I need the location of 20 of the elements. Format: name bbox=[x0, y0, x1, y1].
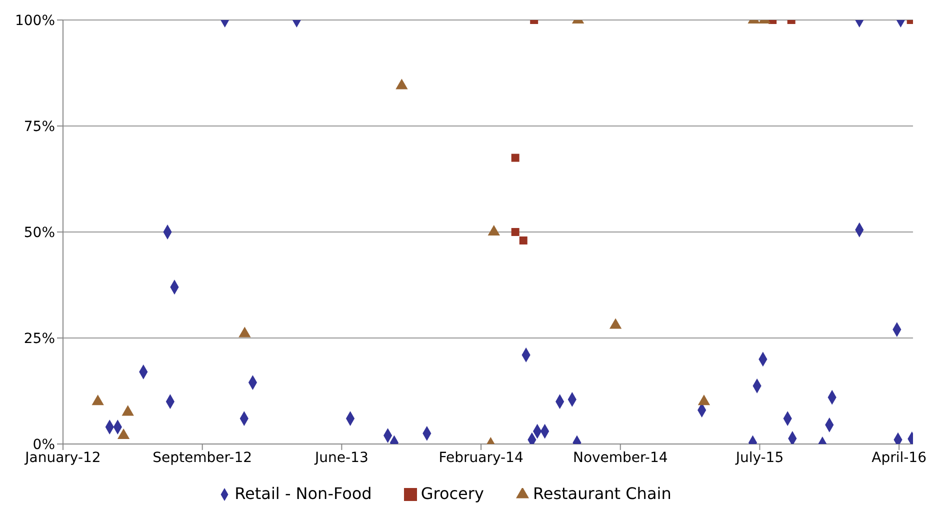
y-tick-label: 25% bbox=[24, 330, 55, 347]
y-tick-label: 100% bbox=[14, 12, 55, 29]
x-tick-label: November-14 bbox=[572, 450, 668, 466]
y-tick-label: 50% bbox=[24, 224, 55, 241]
x-tick-label: July-15 bbox=[734, 450, 784, 466]
point bbox=[92, 394, 104, 406]
point bbox=[698, 394, 710, 406]
point bbox=[117, 428, 130, 440]
point bbox=[511, 154, 520, 162]
legend-label: Retail - Non-Food bbox=[234, 484, 372, 503]
point bbox=[122, 405, 134, 416]
x-tick-label: June-13 bbox=[314, 450, 368, 466]
x-tick-label: February-14 bbox=[438, 450, 524, 466]
x-tick-label: September-12 bbox=[152, 450, 252, 466]
legend-label: Restaurant Chain bbox=[532, 484, 672, 503]
y-tick-label: 75% bbox=[24, 118, 55, 135]
point bbox=[511, 228, 520, 236]
point bbox=[519, 236, 528, 244]
legend-label: Grocery bbox=[420, 484, 484, 503]
x-tick-label: April-16 bbox=[872, 450, 927, 466]
